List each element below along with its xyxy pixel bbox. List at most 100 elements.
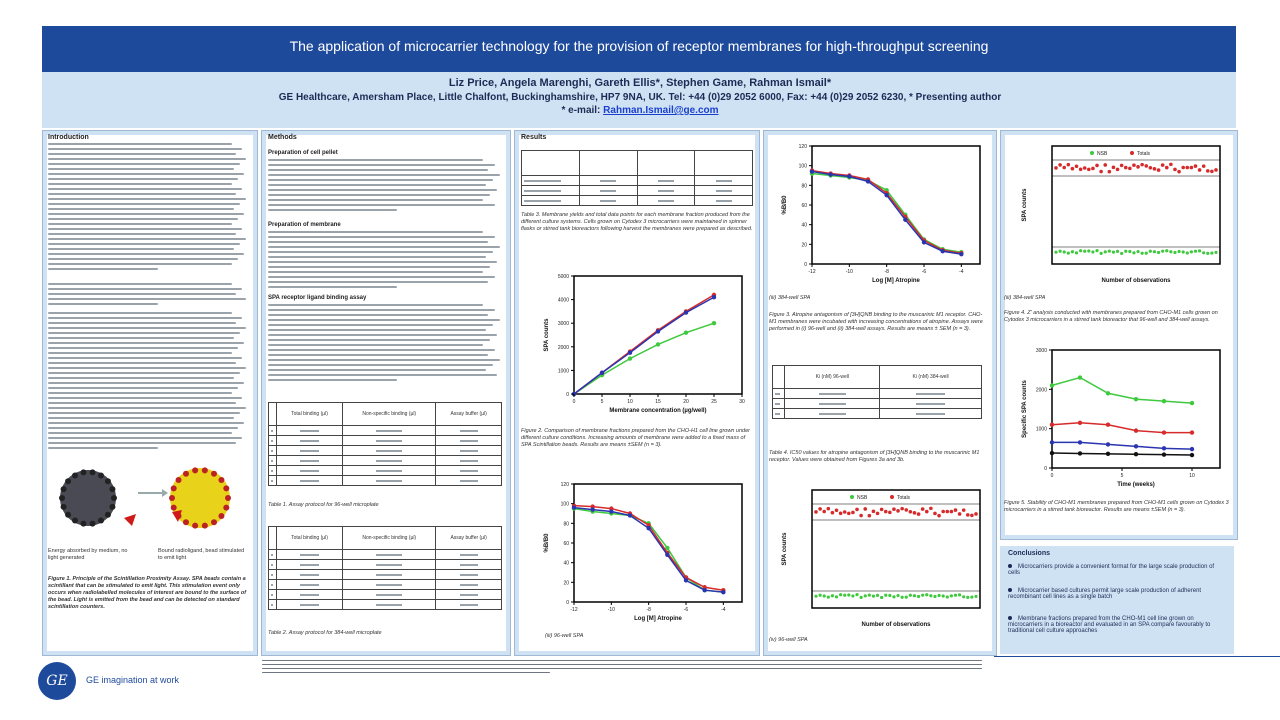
table-cell bbox=[521, 195, 580, 206]
data-point bbox=[940, 249, 945, 254]
text-line bbox=[48, 372, 240, 374]
y-tick-label: 60 bbox=[801, 203, 807, 209]
table-cell bbox=[268, 599, 277, 610]
receptor-dot bbox=[192, 522, 199, 529]
y-axis-label: SPA counts bbox=[782, 532, 788, 566]
table-cell bbox=[268, 589, 277, 600]
totals-point bbox=[1164, 165, 1169, 170]
y-tick-label: 3000 bbox=[558, 321, 569, 327]
receptor-dot bbox=[109, 503, 116, 510]
table-header-cell bbox=[521, 150, 580, 176]
data-point bbox=[702, 588, 707, 593]
nsb-point bbox=[957, 593, 962, 597]
figure-3-sub-label: (iii) 96-well SPA bbox=[545, 633, 584, 639]
totals-point bbox=[937, 513, 941, 518]
y-tick-label: 0 bbox=[804, 262, 807, 268]
data-point bbox=[1189, 446, 1195, 452]
intro-text bbox=[48, 143, 248, 273]
x-tick-label: 0 bbox=[573, 399, 576, 405]
table-cell bbox=[784, 408, 881, 419]
legend-marker bbox=[850, 495, 854, 499]
table-row bbox=[268, 579, 502, 590]
text-line bbox=[48, 437, 242, 439]
table-row bbox=[268, 549, 502, 560]
x-tick-label: -6 bbox=[684, 607, 689, 613]
receptor-dot bbox=[192, 467, 199, 474]
y-axis-label: SPA counts bbox=[1022, 188, 1028, 222]
table-cell bbox=[342, 455, 437, 466]
x-axis-label: Time (weeks) bbox=[1117, 482, 1155, 488]
totals-point bbox=[888, 510, 892, 515]
series-line bbox=[1051, 452, 1193, 456]
data-point bbox=[665, 545, 670, 551]
table-cell bbox=[342, 445, 437, 456]
table-cell bbox=[342, 579, 437, 590]
nsb-point bbox=[1156, 250, 1161, 255]
y-tick-label: 100 bbox=[561, 502, 570, 508]
table-header-cell: Total binding (µl) bbox=[275, 526, 344, 550]
x-tick-label: -6 bbox=[922, 269, 927, 275]
nsb-point bbox=[859, 595, 863, 600]
text-line bbox=[48, 322, 236, 324]
table-cell bbox=[521, 175, 580, 186]
y-tick-label: 0 bbox=[1044, 466, 1047, 472]
data-point bbox=[1133, 396, 1139, 402]
table-cell bbox=[342, 475, 437, 486]
totals-point bbox=[916, 512, 921, 516]
y-tick-label: 5000 bbox=[558, 274, 569, 280]
text-line bbox=[48, 253, 244, 255]
nsb-point bbox=[1144, 251, 1148, 255]
text-line bbox=[268, 189, 498, 191]
y-axis-label: SPA counts bbox=[544, 318, 550, 352]
nsb-point bbox=[921, 593, 925, 597]
totals-point bbox=[1119, 163, 1124, 168]
totals-point bbox=[1201, 164, 1206, 168]
text-line bbox=[268, 174, 500, 176]
nsb-point bbox=[1120, 251, 1124, 256]
table-row bbox=[268, 425, 502, 436]
table-header-cell bbox=[694, 150, 753, 176]
figure-2-caption: Figure 2. Comparison of membrane fractio… bbox=[521, 428, 750, 448]
text-line bbox=[48, 362, 236, 364]
totals-point bbox=[1152, 167, 1157, 171]
receptor-dot bbox=[183, 470, 189, 477]
email-link[interactable]: Rahman.Ismail@ge.com bbox=[603, 105, 719, 116]
nsb-point bbox=[1079, 249, 1083, 253]
data-point bbox=[627, 350, 633, 355]
totals-point bbox=[1177, 169, 1181, 174]
table-header-cell bbox=[268, 526, 277, 550]
text-line bbox=[48, 233, 236, 235]
nsb-point bbox=[1066, 251, 1070, 255]
series-line bbox=[1051, 376, 1193, 404]
receptor-dot bbox=[89, 520, 96, 527]
nsb-point bbox=[1165, 249, 1169, 253]
totals-point bbox=[830, 510, 835, 515]
plot-frame bbox=[1051, 145, 1221, 265]
table-cell bbox=[521, 185, 580, 196]
author-list: Liz Price, Angela Marenghi, Gareth Ellis… bbox=[448, 77, 832, 89]
text-line bbox=[48, 268, 158, 270]
table-cell bbox=[435, 549, 502, 560]
data-point bbox=[721, 589, 726, 595]
table-header-cell: Total binding (µl) bbox=[275, 402, 344, 426]
data-point bbox=[1105, 451, 1111, 457]
totals-point bbox=[1087, 167, 1091, 172]
data-point bbox=[809, 169, 815, 174]
table-cell bbox=[342, 465, 437, 476]
text-line bbox=[48, 352, 232, 354]
assay-table-96: Total binding (µl) Non-specific binding (… bbox=[268, 402, 502, 486]
text-line bbox=[268, 271, 484, 273]
table-cell bbox=[694, 185, 753, 196]
data-point bbox=[1049, 450, 1055, 456]
data-point bbox=[665, 552, 670, 557]
x-tick-label: 15 bbox=[655, 399, 661, 405]
table-row bbox=[521, 185, 753, 196]
data-point bbox=[1133, 452, 1139, 457]
nsb-point bbox=[1054, 250, 1058, 254]
text-line bbox=[48, 288, 242, 290]
receptor-dot bbox=[218, 477, 225, 484]
x-axis-label: Number of observations bbox=[1101, 278, 1171, 284]
data-point bbox=[627, 513, 633, 518]
totals-point bbox=[945, 509, 950, 514]
table-row bbox=[268, 475, 502, 486]
